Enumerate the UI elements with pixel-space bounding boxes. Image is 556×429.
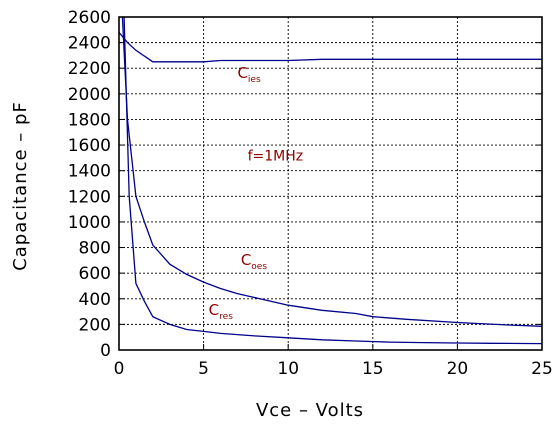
series-line-cres [123,17,542,345]
y-tick-label: 1400 [68,162,111,182]
grid [118,16,543,351]
x-tick-label: 10 [277,359,299,379]
label-subscript: res [219,312,233,322]
plot-frame [118,16,543,351]
annotations: f=1MHz Cies Coes Cres [209,64,303,322]
x-tick-label: 5 [198,359,209,379]
series-line-cies [119,31,542,63]
y-tick-label: 600 [79,264,111,284]
x-tick-labels: 0 5 10 15 20 25 [114,359,553,379]
y-tick-label: 1600 [68,136,111,156]
x-tick-label: 0 [114,359,125,379]
y-tick-label: 2600 [68,8,111,28]
y-tick-labels: 0 200 400 600 800 1000 1200 1400 1600 1800 2000 220… [68,8,111,361]
y-tick-label: 400 [79,290,111,310]
y-tick-label: 2000 [68,85,111,105]
y-tick-label: 0 [100,341,111,361]
y-axis-title: Capacitance – pF [10,101,31,271]
x-tick-label: 20 [447,359,469,379]
y-tick-label: 800 [79,239,111,259]
x-tick-label: 25 [531,359,553,379]
y-tick-label: 2400 [68,34,111,54]
series-line-coes [121,17,542,327]
y-tick-label: 1200 [68,187,111,207]
label-cies: Cies [237,64,261,85]
label-cres: Cres [209,301,234,322]
label-coes: Coes [241,251,268,272]
x-axis-title: Vce – Volts [256,400,364,421]
y-tick-label: 1000 [68,213,111,233]
x-tick-label: 15 [362,359,384,379]
label-subscript: oes [251,262,267,272]
frequency-label: f=1MHz [248,148,304,164]
series-group [119,17,542,345]
y-tick-label: 200 [79,315,111,335]
y-tick-label: 1800 [68,110,111,130]
y-tick-label: 2200 [68,59,111,79]
label-subscript: ies [248,75,261,85]
